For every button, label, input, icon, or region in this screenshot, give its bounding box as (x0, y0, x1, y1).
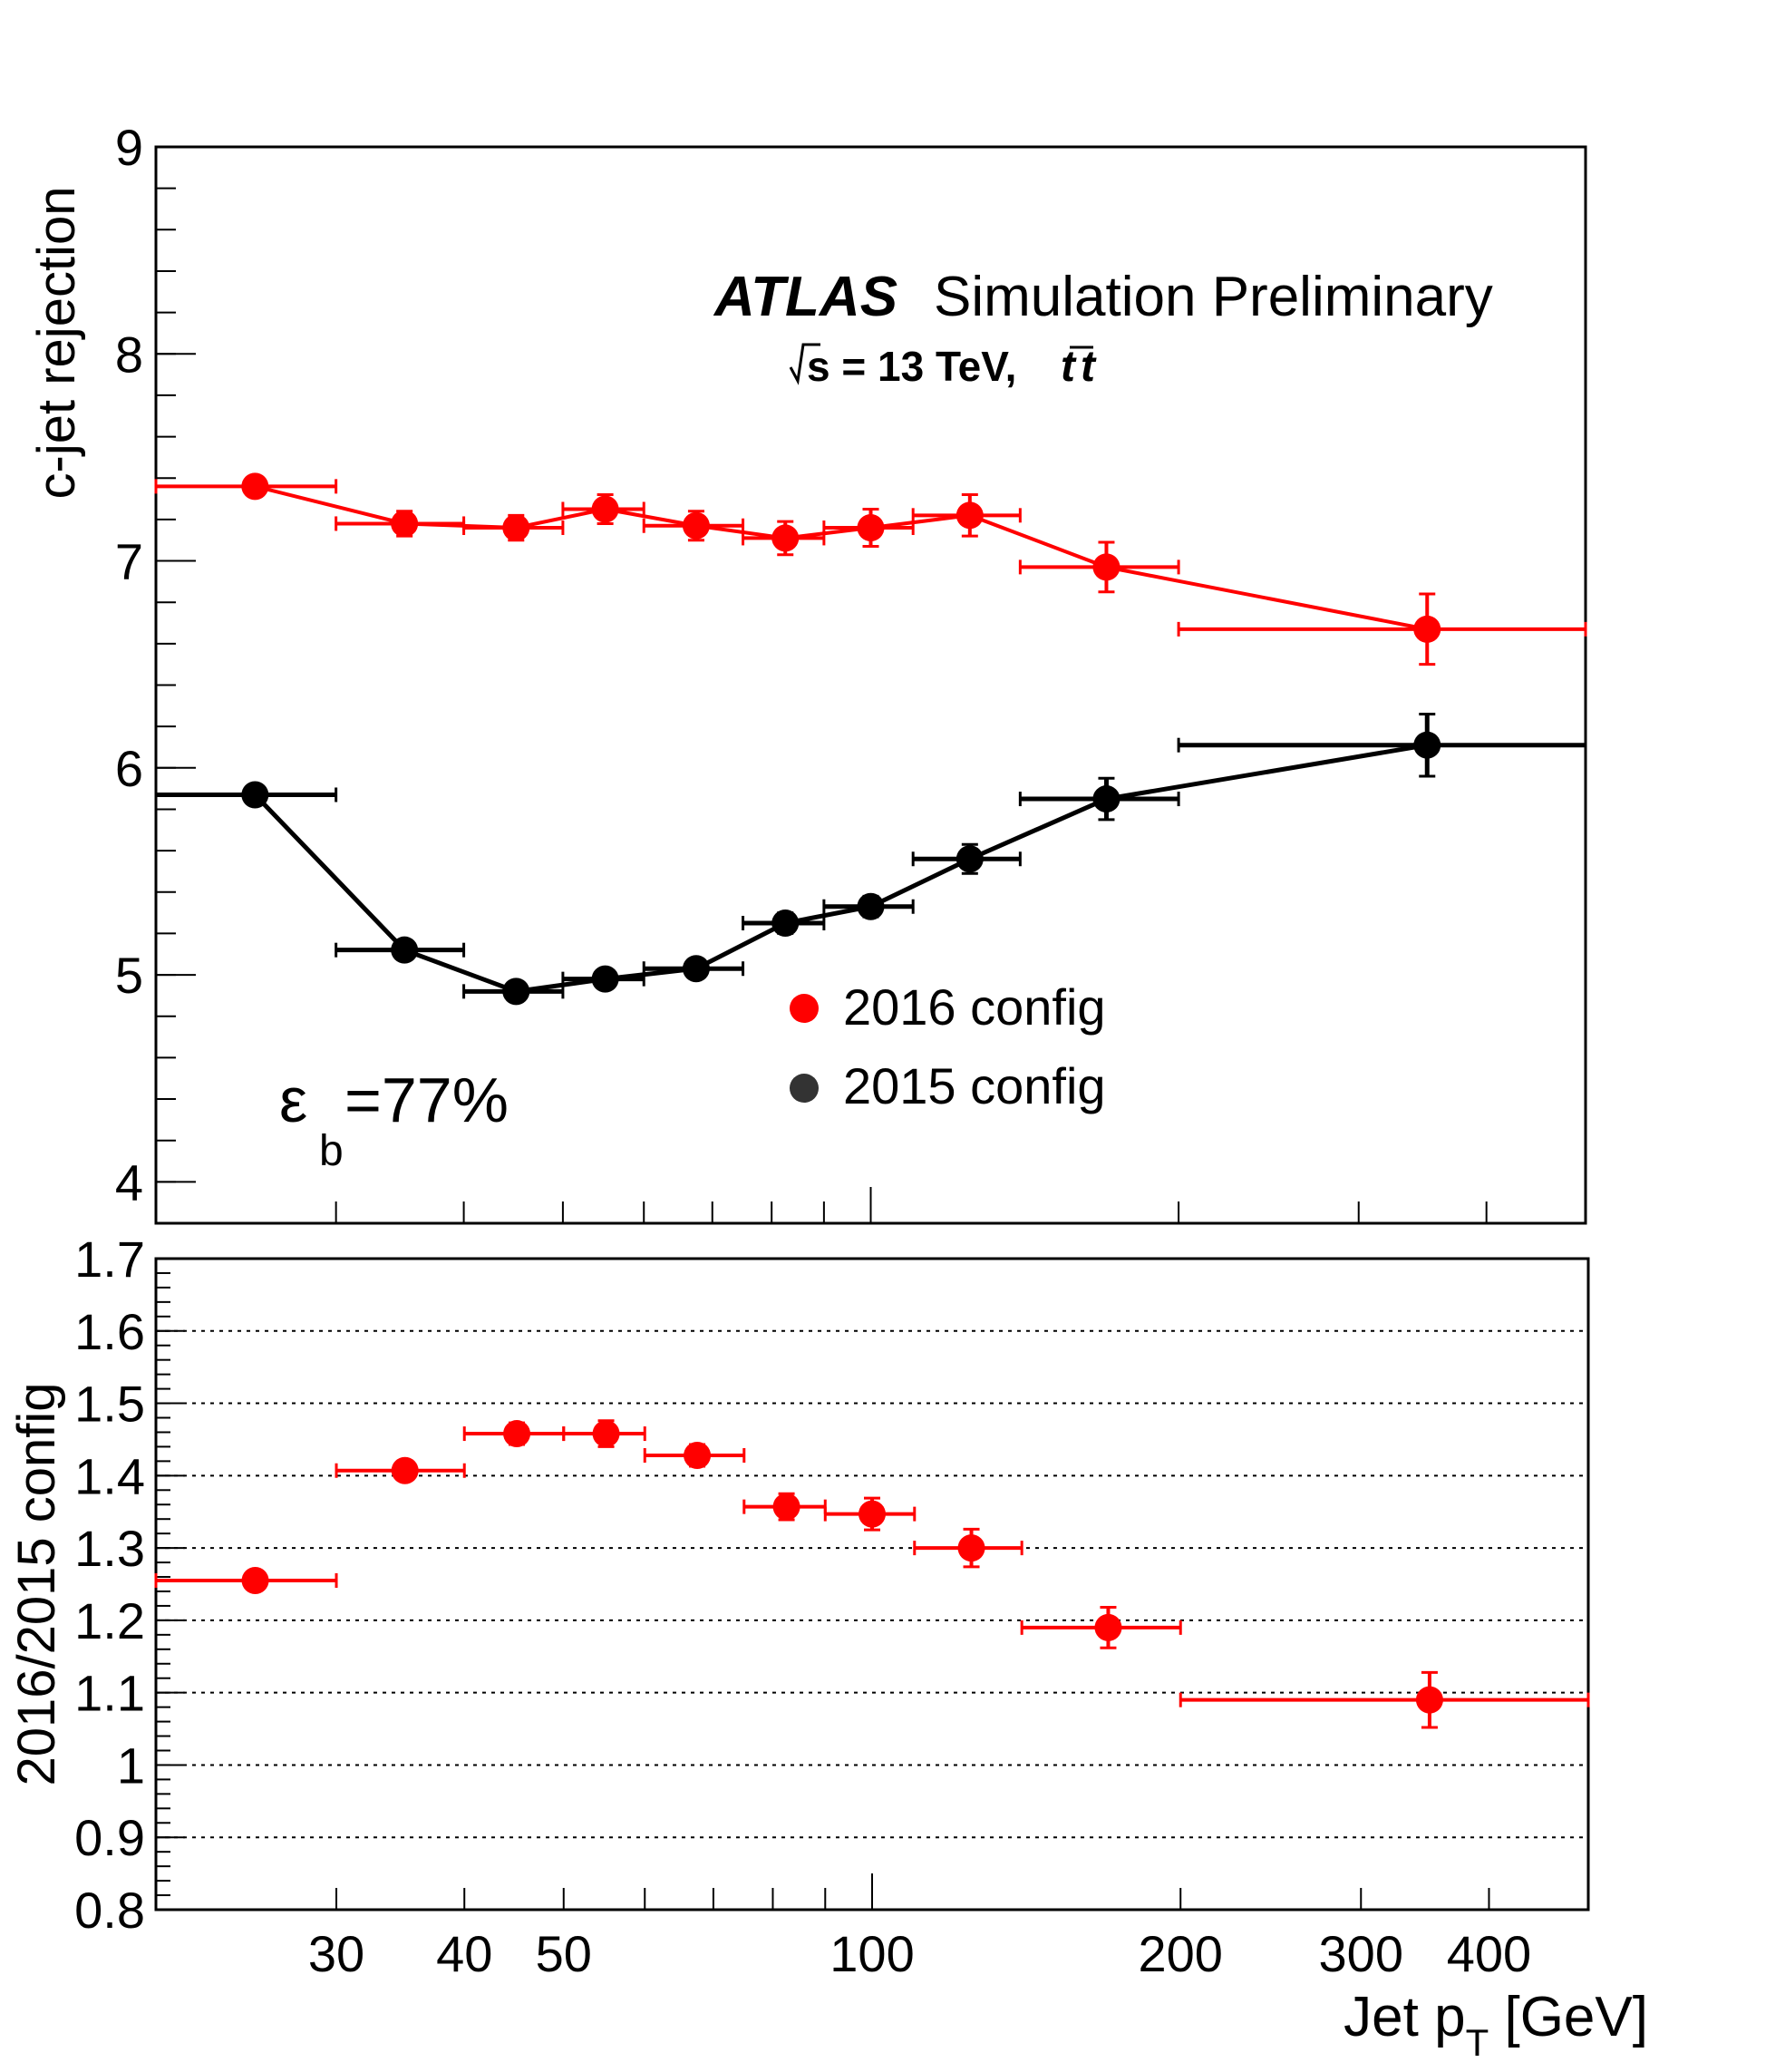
series-2015-point (1092, 785, 1120, 813)
atlas-label: ATLAS (713, 266, 897, 328)
ratio-gridlines (156, 1258, 1588, 1911)
series-2015-point (591, 965, 619, 993)
main-x-ticks (335, 1187, 1488, 1223)
series-2016-point (1092, 553, 1120, 581)
ratio-point (859, 1500, 886, 1528)
ratio-y-tick-label: 1 (117, 1736, 145, 1794)
ratio-point (772, 1493, 800, 1521)
series-2016-point (682, 511, 710, 540)
ratio-x-tick-label: 50 (536, 1925, 592, 1982)
main-panel: 4 5 6 7 8 9 c-jet rejection ATLAS Simulation … (27, 119, 1587, 1225)
ratio-x-tick-label: 200 (1139, 1925, 1223, 1982)
ratio-point (503, 1420, 531, 1448)
series-2015-point (956, 845, 984, 873)
ratio-point (391, 1456, 419, 1484)
main-y-axis-label: c-jet rejection (27, 187, 86, 500)
main-minor-ticks (156, 146, 196, 1224)
sqrt-symbol (789, 343, 820, 385)
main-y-tick-labels: 4 5 6 7 8 9 (115, 119, 143, 1211)
series-2015-point (391, 936, 419, 964)
main-y-tick-label: 5 (115, 947, 143, 1004)
series-2016-point (956, 501, 984, 530)
legend: 2016 config 2015 config (790, 978, 1106, 1114)
efficiency-subscript: b (319, 1127, 344, 1175)
series-2016-point (502, 514, 530, 542)
ratio-y-tick-label: 1.6 (74, 1303, 145, 1360)
efficiency-symbol: ε (279, 1065, 307, 1135)
ratio-series (154, 1419, 1590, 1729)
simulation-preliminary-label: Simulation Preliminary (934, 266, 1493, 328)
x-axis-label-subscript: T (1466, 2021, 1489, 2064)
ratio-series-layer (154, 1419, 1590, 1729)
ratio-y-tick-label: 0.8 (74, 1882, 145, 1939)
main-y-tick-label: 9 (115, 119, 143, 176)
main-y-tick-label: 8 (115, 326, 143, 383)
ratio-point (684, 1441, 712, 1469)
ratio-y-tick-label: 1.3 (74, 1520, 145, 1577)
process-label: tt (1061, 343, 1101, 391)
ratio-x-tick-label: 300 (1319, 1925, 1403, 1982)
legend-label-2015: 2015 config (843, 1057, 1106, 1114)
efficiency-annotation: ε b =77% (279, 1065, 509, 1175)
ratio-y-tick-label: 1.4 (74, 1447, 145, 1504)
ratio-point (241, 1567, 269, 1595)
legend-marker-2016 (790, 994, 819, 1023)
series-2015-point (241, 781, 269, 809)
main-series-layer (154, 472, 1587, 1006)
efficiency-value: =77% (344, 1065, 509, 1135)
main-y-tick-label: 6 (115, 740, 143, 797)
atlas-annotation: ATLAS Simulation Preliminary s = 13 TeV,… (713, 266, 1493, 391)
ratio-panel: 0.8 0.9 1 1.1 1.2 1.3 1.4 1.5 1.6 1.7 30 40 50 100 20… (7, 1231, 1648, 2064)
series-2016-point (1413, 615, 1441, 643)
series-2016-line (254, 484, 1428, 631)
ratio-y-tick-label: 1.7 (74, 1231, 145, 1288)
series-2015-point (682, 955, 710, 983)
series-2015-point (857, 892, 885, 920)
ratio-point (1094, 1613, 1122, 1641)
ratio-x-tick-label: 400 (1447, 1925, 1531, 1982)
ratio-plot-frame (154, 1257, 1590, 1911)
series-2015-series (154, 712, 1587, 1006)
ratio-point (1415, 1686, 1443, 1714)
ratio-x-tick-label: 30 (308, 1925, 364, 1982)
series-2015-point (1413, 731, 1441, 759)
ratio-x-tick-label: 100 (829, 1925, 914, 1982)
series-2016-point (591, 495, 619, 523)
series-2016-point (771, 524, 800, 552)
legend-marker-2015 (790, 1074, 819, 1103)
main-y-tick-label: 4 (115, 1153, 143, 1211)
series-2016-point (241, 472, 269, 501)
x-axis-label-main: Jet p (1344, 1986, 1465, 2048)
ratio-y-tick-label: 0.9 (74, 1809, 145, 1866)
ratio-x-tick-label: 40 (436, 1925, 492, 1982)
ratio-point (592, 1420, 620, 1448)
ratio-x-tick-labels: 30 40 50 100 200 300 400 (308, 1873, 1531, 1982)
series-2016-point (391, 510, 419, 538)
series-2015-line (253, 743, 1428, 994)
x-axis-label-unit: [GeV] (1489, 1986, 1648, 2048)
ratio-y-axis-label: 2016/2015 config (7, 1382, 66, 1785)
series-2015-point (771, 910, 800, 938)
energy-label: s = 13 TeV, (807, 343, 1016, 390)
series-2016-series (154, 472, 1587, 666)
x-axis-label: Jet pT [GeV] (1344, 1986, 1648, 2064)
series-2016-point (857, 514, 885, 542)
main-y-tick-label: 7 (115, 533, 143, 590)
legend-label-2016: 2016 config (843, 978, 1106, 1036)
ratio-y-tick-label: 1.1 (74, 1665, 145, 1722)
series-2015-point (502, 978, 530, 1006)
ratio-y-tick-labels: 0.8 0.9 1 1.1 1.2 1.3 1.4 1.5 1.6 1.7 (74, 1231, 145, 1939)
ratio-point (957, 1534, 985, 1562)
ratio-y-tick-label: 1.5 (74, 1376, 145, 1433)
ratio-y-tick-label: 1.2 (74, 1592, 145, 1649)
